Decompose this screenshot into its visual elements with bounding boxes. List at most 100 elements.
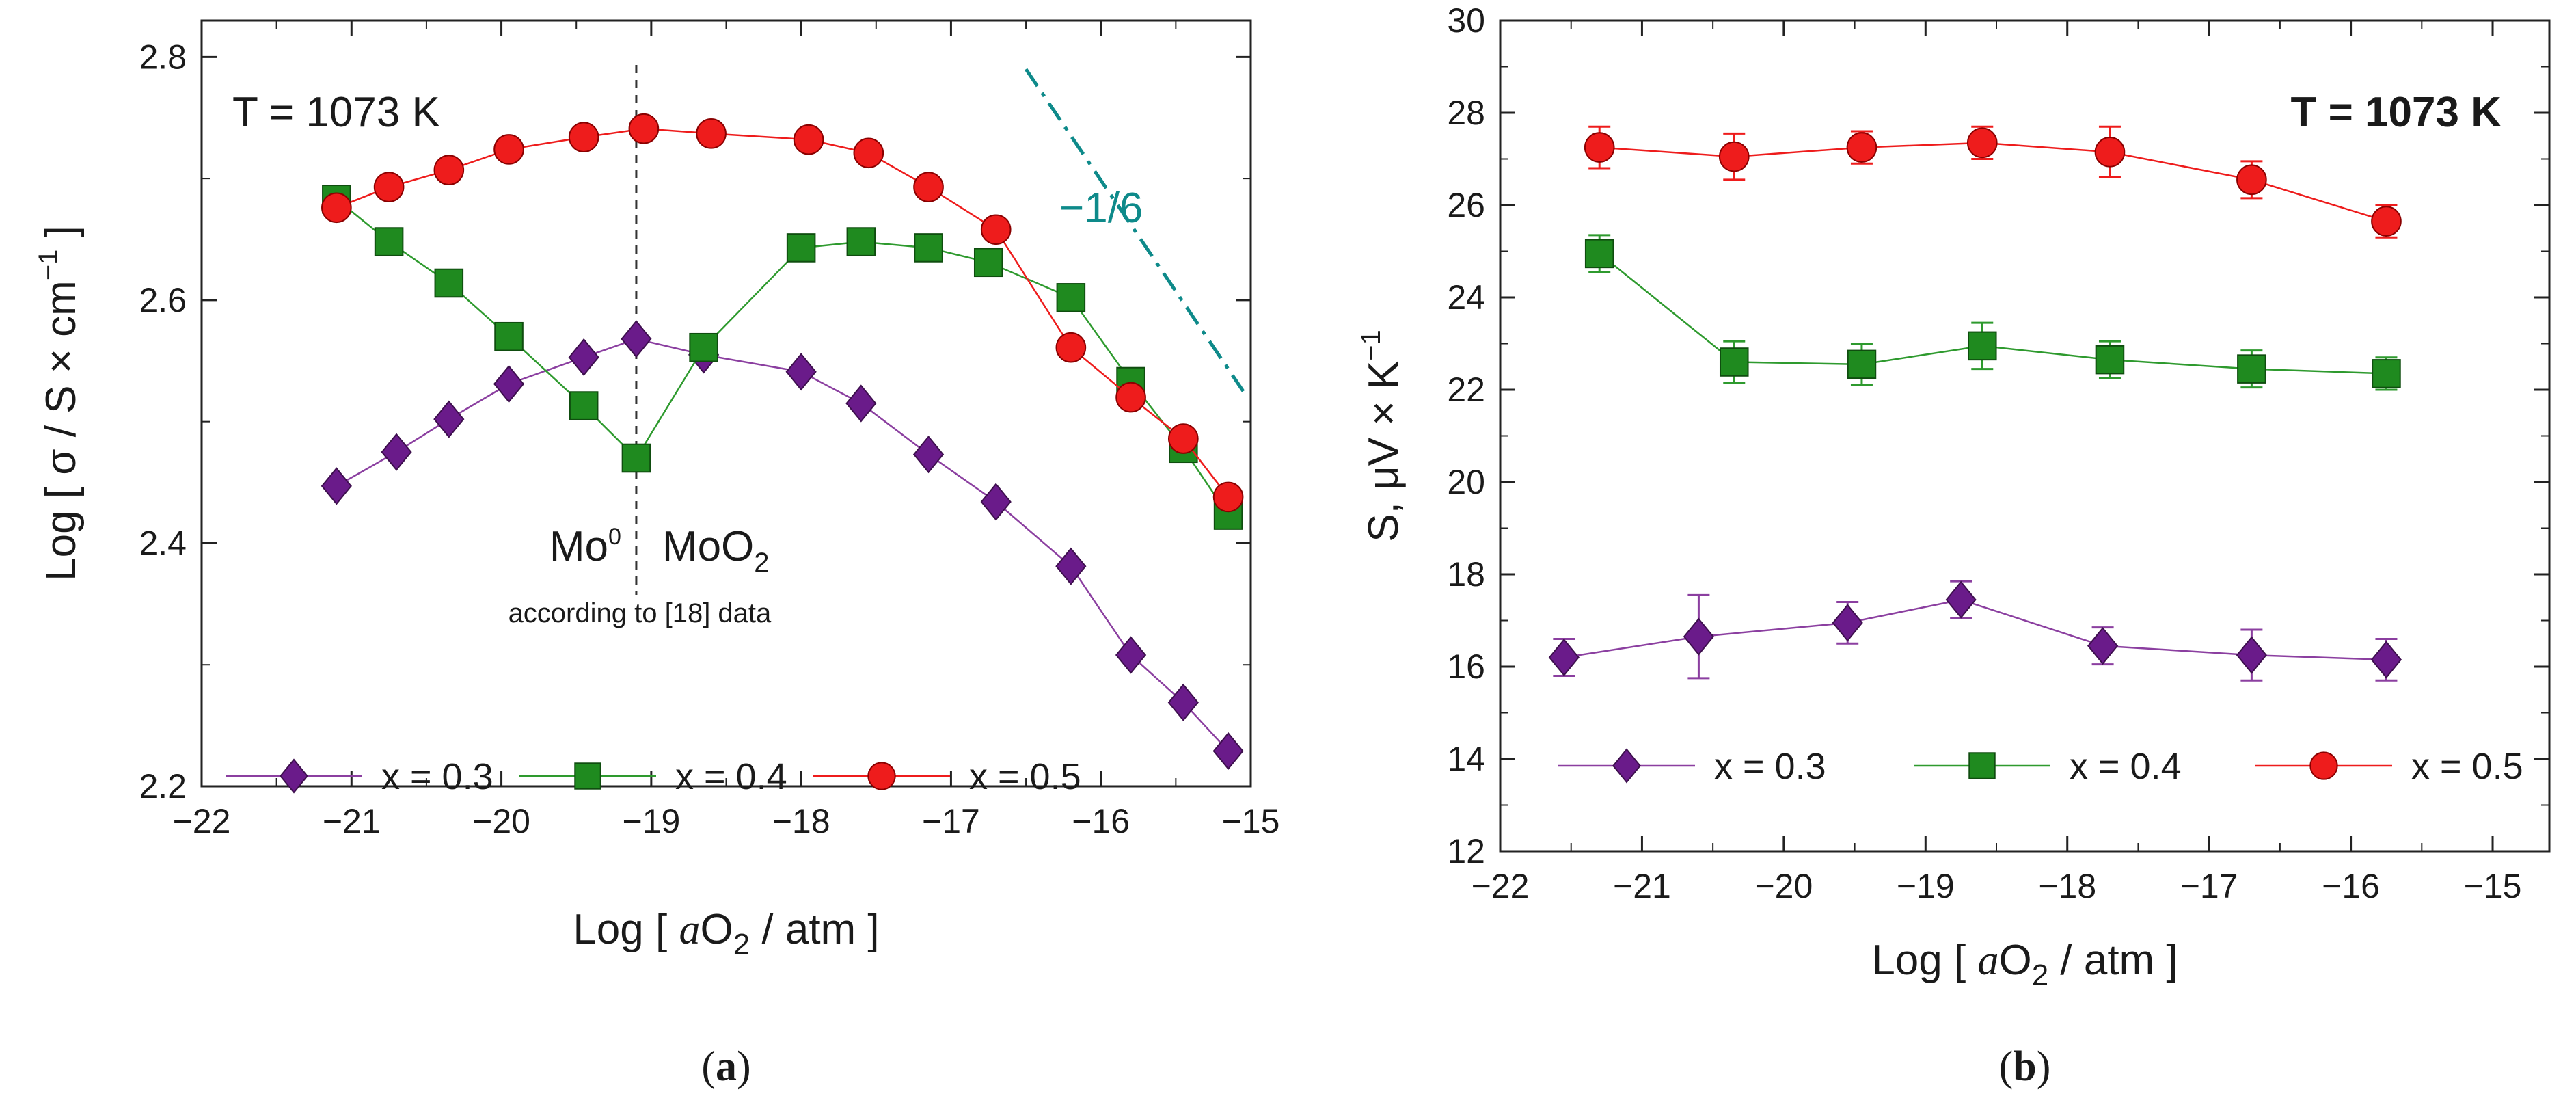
x-tick-label: −17 bbox=[922, 802, 980, 840]
data-point bbox=[494, 321, 524, 351]
x-tick-label: −20 bbox=[1754, 867, 1813, 905]
data-point bbox=[628, 113, 660, 144]
x-tick-label: −15 bbox=[2464, 867, 2522, 905]
chart-panel-a: −22 −21 −20 −19 −18 −17 −16 −15 2.2 2.4 2.6 2.8 Log … bbox=[33, 19, 1280, 1090]
data-point bbox=[1056, 283, 1086, 312]
data-point bbox=[2094, 137, 2126, 168]
legend-marker bbox=[867, 762, 896, 790]
y-tick-label: 16 bbox=[1447, 647, 1485, 686]
data-point bbox=[914, 233, 943, 263]
series-line bbox=[336, 338, 1230, 752]
data-point bbox=[2095, 345, 2125, 375]
data-point bbox=[321, 192, 352, 224]
y-tick-label: 24 bbox=[1447, 278, 1485, 317]
data-point bbox=[1966, 127, 1998, 159]
slope-label: −1/6 bbox=[1059, 185, 1143, 232]
data-point bbox=[1115, 636, 1147, 674]
data-point bbox=[434, 268, 464, 298]
data-point bbox=[973, 248, 1003, 278]
x-tick-label: −22 bbox=[1472, 867, 1530, 905]
data-point bbox=[2371, 206, 2402, 237]
data-point bbox=[493, 134, 524, 165]
data-point bbox=[2236, 636, 2268, 674]
y-tick-label: 30 bbox=[1447, 1, 1485, 40]
phase-label-left: Mo0 bbox=[550, 523, 621, 570]
data-point bbox=[1847, 349, 1877, 379]
data-point bbox=[621, 320, 652, 358]
data-point bbox=[853, 137, 884, 169]
data-point bbox=[1967, 331, 1997, 361]
data-point bbox=[793, 124, 824, 155]
data-point bbox=[689, 332, 718, 362]
data-point bbox=[493, 364, 525, 403]
x-axis-title: Log [ aO2 / atm ] bbox=[573, 906, 879, 961]
y-tick-label: 20 bbox=[1447, 463, 1485, 501]
data-point bbox=[1683, 617, 1715, 656]
data-point bbox=[1548, 638, 1580, 677]
data-point bbox=[1584, 239, 1614, 269]
phase-caption: according to [18] data bbox=[509, 598, 772, 628]
legend-label: x = 0.3 bbox=[1714, 746, 1826, 787]
data-point bbox=[1115, 382, 1146, 413]
phase-label-right: MoO2 bbox=[662, 523, 770, 578]
data-point bbox=[1055, 547, 1087, 585]
series-03 bbox=[1548, 580, 2402, 682]
data-point bbox=[2372, 359, 2401, 388]
data-point bbox=[433, 400, 465, 438]
y-tick-label: 2.6 bbox=[139, 281, 187, 319]
x-tick-label: −18 bbox=[2038, 867, 2096, 905]
y-tick-label: 22 bbox=[1447, 371, 1485, 409]
data-point bbox=[2237, 354, 2266, 384]
data-point bbox=[621, 443, 651, 473]
series-line bbox=[336, 198, 1230, 516]
data-point bbox=[980, 214, 1012, 245]
y-tick-label: 26 bbox=[1447, 186, 1485, 224]
data-point bbox=[1719, 347, 1749, 377]
legend-label: x = 0.5 bbox=[2411, 746, 2523, 787]
data-point bbox=[786, 233, 816, 263]
data-point bbox=[845, 384, 877, 423]
legend-label: x = 0.5 bbox=[969, 756, 1081, 797]
series-04 bbox=[322, 185, 1243, 530]
x-tick-label: −18 bbox=[772, 802, 830, 840]
data-point bbox=[569, 391, 599, 420]
series-line bbox=[1599, 142, 2387, 222]
data-point bbox=[568, 338, 599, 377]
chart-panel-b: −22 −21 −20 −19 −18 −17 −16 −15 12 14 16 18 20 22 24 26… bbox=[1356, 1, 2551, 1090]
x-tick-label: −21 bbox=[323, 802, 381, 840]
x-tick-label: −17 bbox=[2180, 867, 2238, 905]
data-point bbox=[321, 467, 352, 505]
slope-guide-line bbox=[1024, 68, 1245, 392]
y-tick-label: 2.8 bbox=[139, 38, 187, 76]
data-point bbox=[1212, 732, 1244, 771]
legend-marker bbox=[1968, 752, 1996, 779]
legend-label: x = 0.3 bbox=[381, 756, 493, 797]
y-tick-label: 28 bbox=[1447, 94, 1485, 132]
data-point bbox=[381, 433, 412, 471]
data-point bbox=[2087, 627, 2119, 665]
x-axis-title: Log [ aO2 / atm ] bbox=[1871, 937, 2178, 992]
data-point bbox=[1584, 132, 1615, 163]
y-axis-title: Log [ σ / S × cm−1 ] bbox=[33, 226, 85, 581]
x-tick-label: −16 bbox=[1072, 802, 1130, 840]
data-point bbox=[1945, 580, 1977, 619]
legend-label: x = 0.4 bbox=[675, 756, 787, 797]
data-point bbox=[696, 118, 727, 149]
series-05 bbox=[321, 113, 1244, 513]
series-04 bbox=[1584, 234, 2401, 391]
data-point bbox=[433, 155, 465, 185]
panel-label: (b) bbox=[1999, 1043, 2051, 1090]
panel-label: (a) bbox=[701, 1043, 750, 1090]
y-tick-label: 2.4 bbox=[139, 524, 187, 562]
x-tick-label: −15 bbox=[1222, 802, 1280, 840]
data-point bbox=[1846, 132, 1877, 163]
data-point bbox=[785, 353, 817, 391]
legend-marker bbox=[1612, 748, 1641, 784]
data-point bbox=[2370, 641, 2402, 679]
x-tick-label: −22 bbox=[173, 802, 231, 840]
data-point bbox=[913, 172, 944, 202]
legend-marker bbox=[280, 758, 308, 794]
y-tick-label: 14 bbox=[1447, 740, 1485, 778]
data-point bbox=[980, 483, 1012, 521]
